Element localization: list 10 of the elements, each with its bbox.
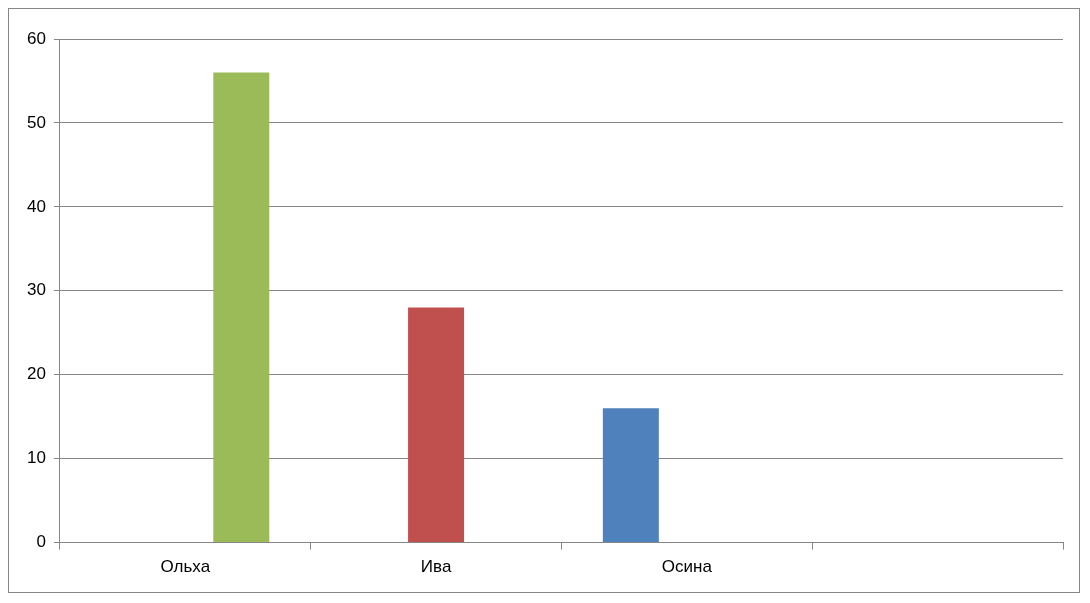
y-tick-label: 20: [26, 364, 46, 384]
x-tick-label: Осина: [661, 557, 713, 577]
x-tick-label: Ива: [420, 557, 452, 577]
y-tick-label: 30: [26, 280, 46, 300]
y-tick-label: 50: [26, 112, 46, 132]
y-tick-label: 60: [26, 28, 46, 48]
y-tick-label: 40: [26, 196, 46, 216]
x-tick-label: Ольха: [160, 557, 211, 577]
y-tick-label: 10: [26, 448, 46, 468]
y-tick-label: 0: [36, 532, 46, 552]
